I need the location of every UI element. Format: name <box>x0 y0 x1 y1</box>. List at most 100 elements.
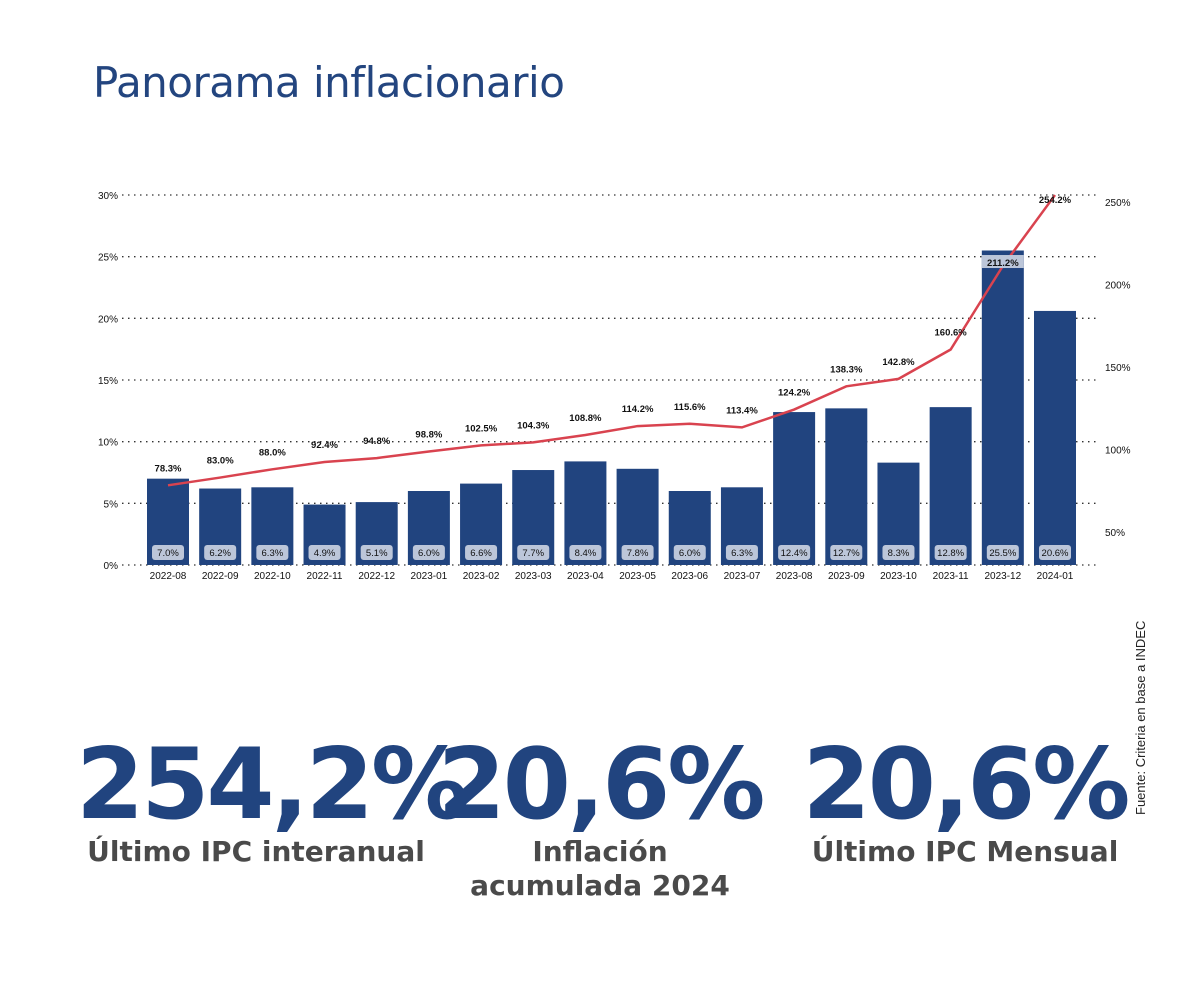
left-tick-label: 15% <box>98 376 118 387</box>
category-label: 2023-10 <box>880 571 917 582</box>
left-tick-label: 30% <box>98 191 118 202</box>
bar-label-box <box>830 545 863 560</box>
line-series <box>167 194 1057 487</box>
right-tick-label: 150% <box>1105 363 1131 374</box>
category-label: 2022-08 <box>150 571 187 582</box>
kpi-label: Último IPC interanual <box>87 835 425 868</box>
bar-label-box <box>778 545 811 560</box>
line-value-label: 254.2% <box>1039 195 1072 206</box>
category-label: 2022-09 <box>202 571 239 582</box>
left-tick-label: 10% <box>98 438 118 449</box>
bar-value-label: 6.3% <box>262 548 284 559</box>
line-value-label: 94.8% <box>363 436 390 447</box>
category-label: 2023-01 <box>411 571 448 582</box>
bar-value-label: 20.6% <box>1042 548 1069 559</box>
kpi-value: 254,2% <box>76 728 469 842</box>
line-value-label: 104.3% <box>517 420 550 431</box>
bar-value-label: 12.4% <box>781 548 808 559</box>
bar-value-label: 25.5% <box>989 548 1016 559</box>
left-tick-label: 0% <box>104 561 119 572</box>
bar-value-label: 6.0% <box>679 548 701 559</box>
category-label: 2023-05 <box>619 571 656 582</box>
right-tick-label: 250% <box>1105 198 1131 209</box>
kpi-value: 20,6% <box>802 728 1131 842</box>
bar-label-box <box>152 545 184 560</box>
category-label: 2023-08 <box>776 571 813 582</box>
category-label: 2023-07 <box>724 571 761 582</box>
bar-value-label: 7.7% <box>522 548 544 559</box>
category-label: 2022-12 <box>358 571 395 582</box>
bar-label-box <box>308 545 341 560</box>
category-label: 2022-10 <box>254 571 291 582</box>
bar <box>773 412 816 565</box>
bar-value-label: 8.3% <box>888 548 910 559</box>
line-value-label: 92.4% <box>311 440 338 451</box>
line-value-label: 78.3% <box>155 463 182 474</box>
bar-label-box <box>882 545 915 560</box>
right-tick-label: 100% <box>1105 446 1131 457</box>
line-value-label: 88.0% <box>259 447 286 458</box>
kpi-value: 20,6% <box>437 728 766 842</box>
line-label-box <box>981 255 1024 269</box>
line-value-label: 124.2% <box>778 388 811 399</box>
left-tick-label: 5% <box>104 499 119 510</box>
right-tick-label: 200% <box>1105 281 1131 292</box>
category-label: 2023-06 <box>671 571 708 582</box>
bar-value-label: 6.0% <box>418 548 440 559</box>
line-value-label: 113.4% <box>726 405 758 416</box>
line-value-label: 115.6% <box>674 402 706 413</box>
kpi-label: Último IPC Mensual <box>811 835 1119 868</box>
category-label: 2023-12 <box>984 571 1021 582</box>
category-label: 2023-11 <box>933 571 969 582</box>
bar <box>981 250 1024 565</box>
bar-label-box <box>725 545 758 560</box>
bar-value-label: 6.6% <box>470 548 492 559</box>
kpi-acumulada: 20,6% Inflación acumulada 2024 <box>420 735 780 903</box>
line-value-label: 83.0% <box>207 456 234 467</box>
line-value-label: 114.2% <box>622 404 654 415</box>
category-label: 2023-09 <box>828 571 865 582</box>
bar-label-box <box>465 545 498 560</box>
bar <box>825 408 868 565</box>
left-tick-label: 25% <box>98 253 118 264</box>
bar <box>1034 310 1076 565</box>
inflation-chart: 0% 5% 10% 15% 20% 25% 30% 50% 100% 150% 200% 250% 7.… <box>98 191 1131 582</box>
left-tick-label: 20% <box>98 314 118 325</box>
kpi-interanual: 254,2% Último IPC interanual <box>76 728 469 869</box>
line-value-label: 108.8% <box>569 413 602 424</box>
category-label: 2022-11 <box>307 571 343 582</box>
bar-label-box <box>204 545 237 560</box>
line-value-label: 98.8% <box>415 429 442 440</box>
bar-value-label: 4.9% <box>314 548 336 559</box>
line-value-label: 142.8% <box>882 357 915 368</box>
bar-value-label: 5.1% <box>366 548 388 559</box>
category-label: 2023-02 <box>463 571 500 582</box>
bar-value-label: 12.8% <box>937 548 964 559</box>
bar-value-label: 8.4% <box>575 548 597 559</box>
bar-value-label: 6.2% <box>209 548 231 559</box>
bar-label-box <box>256 545 289 560</box>
bar-label-box <box>1039 545 1071 560</box>
line-value-label: 138.3% <box>830 364 863 375</box>
bar-value-label: 7.0% <box>157 548 179 559</box>
right-tick-label: 50% <box>1105 528 1125 539</box>
kpi-label: Inflación acumulada 2024 <box>470 835 730 902</box>
line-value-label: 160.6% <box>935 328 968 339</box>
bar-label-box <box>621 545 654 560</box>
line-value-label: 102.5% <box>465 423 498 434</box>
bar-label-box <box>517 545 550 560</box>
bar <box>929 407 972 565</box>
bar-value-label: 12.7% <box>833 548 860 559</box>
bar-label-box <box>569 545 602 560</box>
bar-label-box <box>934 545 967 560</box>
bar-label-box <box>986 545 1019 560</box>
category-label: 2023-04 <box>567 571 604 582</box>
category-label: 2024-01 <box>1037 571 1074 582</box>
bar-label-box <box>673 545 706 560</box>
bar-value-label: 6.3% <box>731 548 753 559</box>
bar-value-label: 7.8% <box>627 548 649 559</box>
bar-label-box <box>412 545 445 560</box>
line-value-label: 211.2% <box>987 258 1019 269</box>
kpi-mensual: 20,6% Último IPC Mensual <box>785 735 1145 869</box>
category-label: 2023-03 <box>515 571 552 582</box>
